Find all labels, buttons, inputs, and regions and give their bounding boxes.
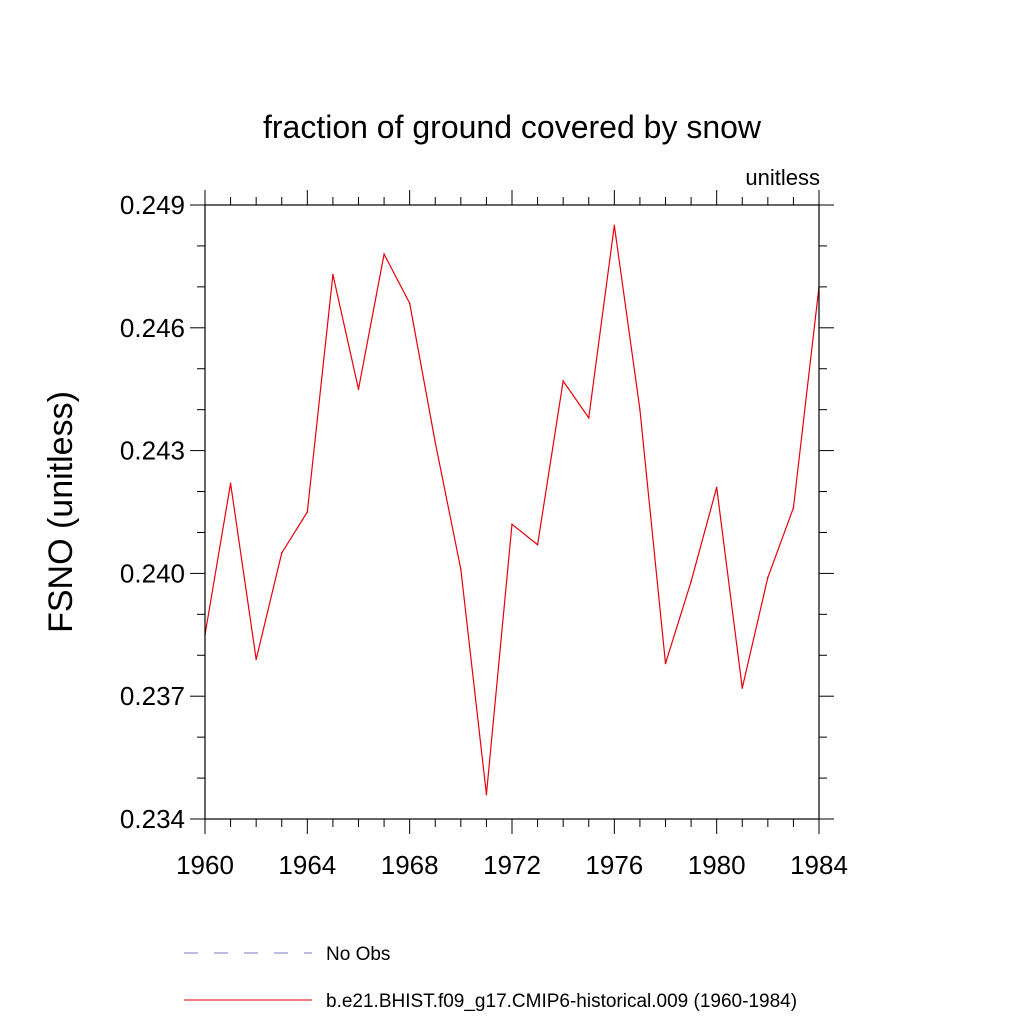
legend-label-0: No Obs bbox=[326, 944, 390, 965]
plot-frame bbox=[204, 204, 820, 820]
y-axis-label: FSNO (unitless) bbox=[42, 391, 80, 633]
x-tick-label: 1984 bbox=[790, 850, 848, 880]
axis-ticks: 1960 1964 1968 1972 1976 1980 1984 0.234 0.237 0.… bbox=[120, 190, 848, 880]
x-tick-label: 1964 bbox=[278, 850, 336, 880]
data-point bbox=[639, 408, 641, 411]
data-point bbox=[332, 273, 334, 276]
data-point bbox=[741, 687, 744, 689]
data-point bbox=[255, 658, 257, 661]
data-point bbox=[280, 552, 283, 554]
data-point bbox=[690, 580, 692, 583]
x-tick-label: 1980 bbox=[688, 850, 746, 880]
y-tick-label: 0.246 bbox=[120, 313, 185, 343]
series-line-0 bbox=[204, 225, 820, 795]
data-point bbox=[536, 543, 539, 546]
data-point bbox=[460, 568, 462, 571]
y-tick-label: 0.234 bbox=[120, 804, 185, 834]
data-point bbox=[767, 576, 769, 579]
data-point bbox=[792, 507, 795, 509]
data-point bbox=[383, 253, 385, 255]
x-tick-label: 1976 bbox=[585, 850, 643, 880]
units-label: unitless bbox=[745, 165, 820, 190]
data-point bbox=[587, 417, 590, 419]
y-tick-label: 0.243 bbox=[120, 436, 185, 466]
x-tick-label: 1972 bbox=[483, 850, 541, 880]
y-tick-label: 0.240 bbox=[120, 558, 185, 588]
data-point bbox=[229, 482, 232, 485]
legend: No Obs b.e21.BHIST.f09_g17.CMIP6-historic… bbox=[184, 944, 797, 1012]
data-point bbox=[485, 793, 488, 796]
y-tick-label: 0.237 bbox=[120, 681, 185, 711]
data-point bbox=[613, 224, 616, 227]
series-layer bbox=[204, 224, 820, 796]
data-point bbox=[357, 388, 360, 391]
y-tick-label: 0.249 bbox=[120, 190, 185, 220]
data-point bbox=[664, 662, 667, 665]
data-point bbox=[562, 380, 564, 382]
x-tick-label: 1968 bbox=[381, 850, 439, 880]
x-tick-label: 1960 bbox=[176, 850, 234, 880]
chart-title: fraction of ground covered by snow bbox=[263, 109, 762, 145]
data-point bbox=[511, 523, 513, 526]
data-point bbox=[306, 511, 309, 513]
data-point bbox=[408, 302, 411, 305]
data-point bbox=[434, 441, 437, 444]
legend-label-1: b.e21.BHIST.f09_g17.CMIP6-historical.009… bbox=[326, 991, 797, 1012]
data-point bbox=[715, 486, 718, 489]
